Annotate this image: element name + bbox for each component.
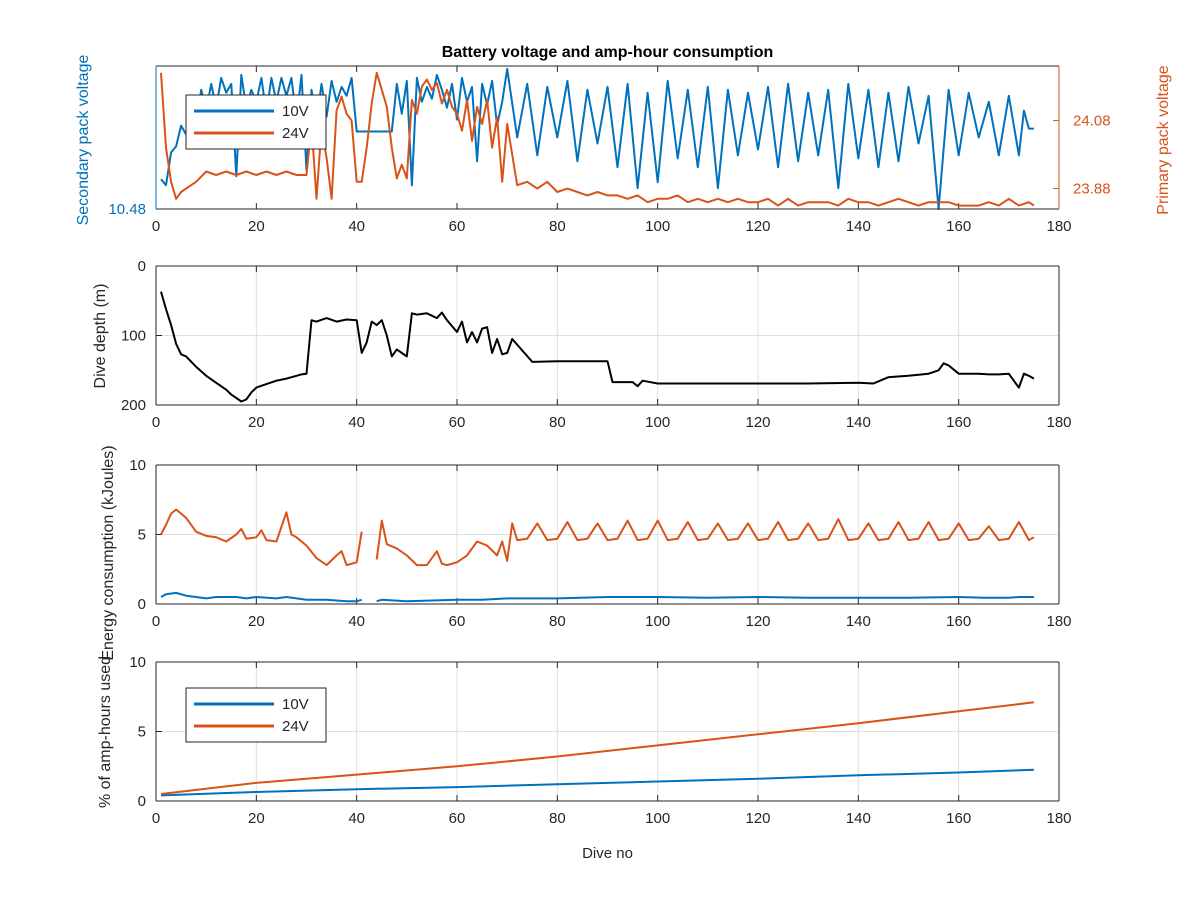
x-tick-label: 0: [152, 810, 160, 827]
x-tick-label: 60: [449, 810, 466, 827]
series-line-10V: [376, 596, 1034, 603]
y-tick-label: 0: [138, 596, 146, 613]
x-tick-label: 40: [348, 218, 365, 235]
legend-label-24V: 24V: [282, 125, 309, 142]
y-tick-label: 24.08: [1073, 112, 1111, 129]
series-line-10V: [160, 768, 1034, 797]
legend-label-10V: 10V: [282, 103, 309, 120]
x-tick-label: 180: [1046, 414, 1071, 431]
y-tick-label: 10.48: [108, 201, 146, 218]
x-tick-label: 80: [549, 414, 566, 431]
y-tick-label: 5: [138, 724, 146, 741]
y-axis-label-right: Primary pack voltage: [1155, 65, 1172, 214]
y-tick-label: 10: [129, 654, 146, 671]
x-tick-label: 180: [1046, 810, 1071, 827]
x-tick-label: 100: [645, 414, 670, 431]
x-tick-label: 160: [946, 414, 971, 431]
x-tick-label: 140: [846, 414, 871, 431]
x-tick-label: 0: [152, 218, 160, 235]
x-tick-label: 40: [348, 414, 365, 431]
x-tick-label: 20: [248, 613, 265, 630]
x-tick-label: 120: [745, 218, 770, 235]
x-tick-label: 160: [946, 810, 971, 827]
x-tick-label: 40: [348, 810, 365, 827]
x-tick-label: 180: [1046, 218, 1071, 235]
y-axis-label: Dive depth (m): [92, 284, 109, 389]
series-line-24V: [160, 701, 1035, 795]
legend-label-10V: 10V: [282, 696, 309, 713]
x-tick-label: 60: [449, 613, 466, 630]
x-tick-label: 100: [645, 613, 670, 630]
x-tick-label: 160: [946, 218, 971, 235]
y-tick-label: 10: [129, 457, 146, 474]
x-tick-label: 0: [152, 613, 160, 630]
x-tick-label: 80: [549, 218, 566, 235]
x-tick-label: 80: [549, 810, 566, 827]
x-tick-label: 120: [745, 613, 770, 630]
x-tick-label: 100: [645, 810, 670, 827]
x-axis-label: Dive no: [582, 845, 633, 862]
series-line-10V: [160, 591, 362, 603]
x-tick-label: 120: [745, 810, 770, 827]
y-tick-label: 23.88: [1073, 181, 1111, 198]
x-tick-label: 140: [846, 613, 871, 630]
legend-top: [185, 94, 327, 150]
y-axis-label: Energy consumption (kJoules): [100, 445, 117, 660]
x-tick-label: 140: [846, 218, 871, 235]
y-tick-label: 200: [121, 397, 146, 414]
y-tick-label: 0: [138, 258, 146, 275]
y-tick-label: 100: [121, 328, 146, 345]
x-tick-label: 20: [248, 414, 265, 431]
legend-bottom: [185, 687, 327, 743]
x-tick-label: 80: [549, 613, 566, 630]
x-tick-label: 160: [946, 613, 971, 630]
x-tick-label: 20: [248, 810, 265, 827]
series-line-depth: [160, 291, 1035, 403]
y-axis-label: % of amp-hours used: [97, 656, 114, 808]
series-line-24V: [160, 508, 363, 567]
series-line-24V: [375, 518, 1035, 567]
x-tick-label: 100: [645, 218, 670, 235]
x-tick-label: 0: [152, 414, 160, 431]
x-tick-label: 40: [348, 613, 365, 630]
x-tick-label: 60: [449, 414, 466, 431]
legend-label-24V: 24V: [282, 718, 309, 735]
y-tick-label: 5: [138, 527, 146, 544]
x-tick-label: 120: [745, 414, 770, 431]
x-tick-label: 180: [1046, 613, 1071, 630]
x-tick-label: 20: [248, 218, 265, 235]
y-axis-label-left: Secondary pack voltage: [75, 55, 92, 226]
chart-title: Battery voltage and amp-hour consumption: [442, 44, 774, 61]
x-tick-label: 140: [846, 810, 871, 827]
x-tick-label: 60: [449, 218, 466, 235]
y-tick-label: 0: [138, 793, 146, 810]
